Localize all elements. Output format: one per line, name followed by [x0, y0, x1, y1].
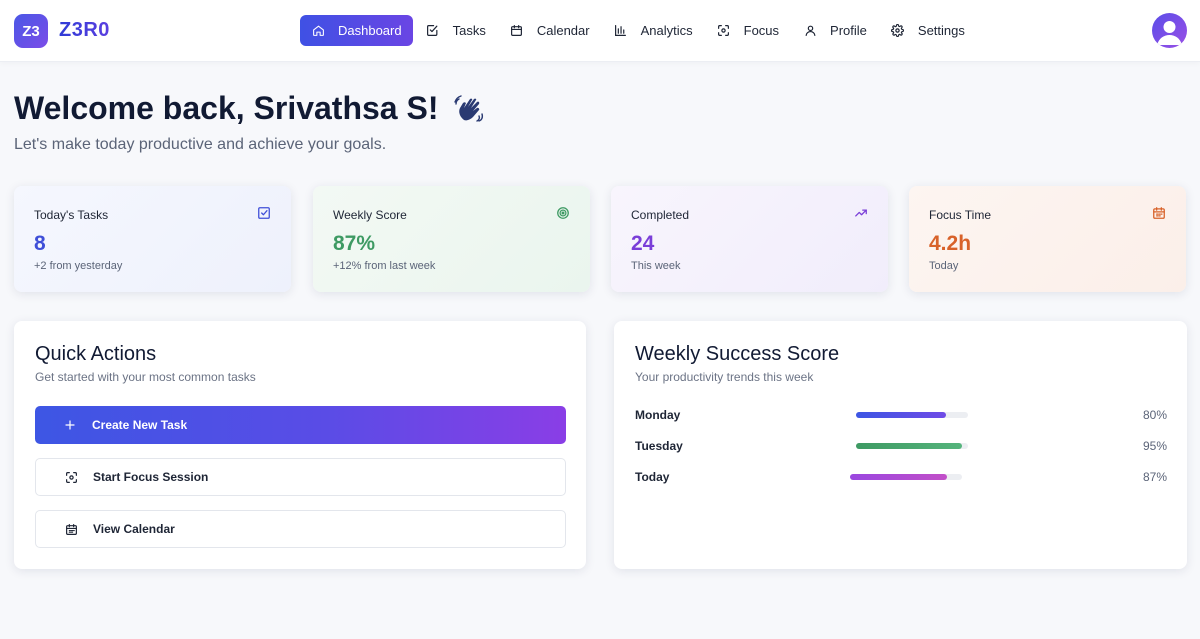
plus-icon [63, 418, 77, 432]
nav-item-calendar[interactable]: Calendar [499, 15, 601, 46]
welcome-title-text: Welcome back, Srivathsa S! [14, 90, 439, 126]
logo-mark[interactable]: Z3 [14, 14, 48, 48]
stat-note: Today [929, 260, 959, 272]
stat-card-weekly-score[interactable]: Weekly Score 87% +12% from last week [313, 186, 590, 292]
create-new-task-button[interactable]: Create New Task [35, 406, 566, 444]
nav-item-label: Focus [743, 23, 780, 38]
score-percent: 87% [1142, 470, 1167, 484]
stat-note: This week [631, 260, 681, 272]
progress-fill [856, 443, 963, 449]
progress-fill [856, 412, 946, 418]
home-icon [311, 24, 325, 38]
nav-item-label: Settings [917, 23, 965, 38]
target-icon [557, 207, 569, 219]
nav-item-label: Analytics [640, 23, 693, 38]
focus-icon [717, 24, 731, 38]
stat-value: 8 [34, 232, 46, 255]
stat-label: Today's Tasks [34, 208, 109, 222]
stat-card-completed[interactable]: Completed 24 This week [611, 186, 888, 292]
stat-card-focus-time[interactable]: Focus Time 4.2h Today [909, 186, 1186, 292]
nav-item-focus[interactable]: Focus [706, 15, 790, 46]
view-calendar-button[interactable]: View Calendar [35, 510, 566, 548]
avatar-user-icon [1157, 21, 1182, 45]
checkbox-icon [258, 207, 270, 219]
logo-text[interactable]: Z3R0 [59, 19, 110, 41]
panel-title: Weekly Success Score [635, 343, 840, 365]
nav-item-profile[interactable]: Profile [792, 15, 878, 46]
start-focus-session-button[interactable]: Start Focus Session [35, 458, 566, 496]
stat-label: Weekly Score [333, 208, 407, 222]
button-label: View Calendar [93, 522, 175, 536]
quick-actions-panel: Quick Actions Get started with your most… [14, 321, 586, 569]
score-day: Today [635, 470, 670, 484]
panel-subtitle: Your productivity trends this week [635, 370, 814, 384]
checkbox-icon [426, 24, 440, 38]
stat-card-todays-tasks[interactable]: Today's Tasks 8 +2 from yesterday [14, 186, 291, 292]
score-day: Monday [635, 408, 681, 422]
user-avatar[interactable] [1152, 13, 1187, 48]
score-day: Tuesday [635, 439, 683, 453]
panel-title: Quick Actions [35, 343, 157, 365]
trending-up-icon [855, 209, 867, 217]
score-percent: 95% [1142, 439, 1167, 453]
nav-item-tasks[interactable]: Tasks [415, 15, 497, 46]
nav-item-dashboard[interactable]: Dashboard [300, 15, 413, 46]
progress-fill [850, 474, 948, 480]
waving-hand-icon [454, 94, 484, 122]
welcome-heading: Welcome back, Srivathsa S! [14, 90, 486, 127]
button-label: Create New Task [92, 418, 188, 432]
welcome-subtitle: Let's make today productive and achieve … [14, 136, 387, 153]
stat-value: 87% [333, 232, 376, 255]
button-label: Start Focus Session [93, 470, 209, 484]
stat-label: Completed [631, 208, 690, 222]
weekly-success-panel: Weekly Success Score Your productivity t… [614, 321, 1187, 569]
main-nav: Dashboard Tasks Calendar Analytics Focus [300, 15, 978, 46]
score-row-tuesday: Tuesday 95% [635, 438, 1167, 456]
nav-item-settings[interactable]: Settings [880, 15, 976, 46]
stat-note: +2 from yesterday [34, 260, 123, 272]
focus-icon [64, 470, 78, 484]
score-row-today: Today 87% [635, 469, 1167, 487]
user-icon [803, 24, 817, 38]
gear-icon [891, 24, 905, 38]
stat-label: Focus Time [929, 208, 992, 222]
calendar-icon [1153, 207, 1165, 219]
nav-item-label: Calendar [536, 23, 590, 38]
nav-item-analytics[interactable]: Analytics [603, 15, 704, 46]
panel-subtitle: Get started with your most common tasks [35, 370, 256, 384]
progress-track [850, 474, 962, 480]
top-navbar: Z3 Z3R0 Dashboard Tasks Calendar Analyti… [0, 0, 1200, 62]
nav-item-label: Dashboard [338, 23, 402, 38]
nav-item-label: Tasks [452, 23, 486, 38]
stat-value: 4.2h [929, 232, 972, 255]
score-percent: 80% [1142, 408, 1167, 422]
score-row-monday: Monday 80% [635, 407, 1167, 425]
progress-track [856, 412, 968, 418]
bar-chart-icon [614, 24, 628, 38]
calendar-icon [510, 24, 524, 38]
nav-item-label: Profile [830, 23, 867, 38]
stat-value: 24 [631, 232, 655, 255]
calendar-icon [64, 522, 78, 536]
progress-track [856, 443, 968, 449]
stat-note: +12% from last week [333, 260, 436, 272]
